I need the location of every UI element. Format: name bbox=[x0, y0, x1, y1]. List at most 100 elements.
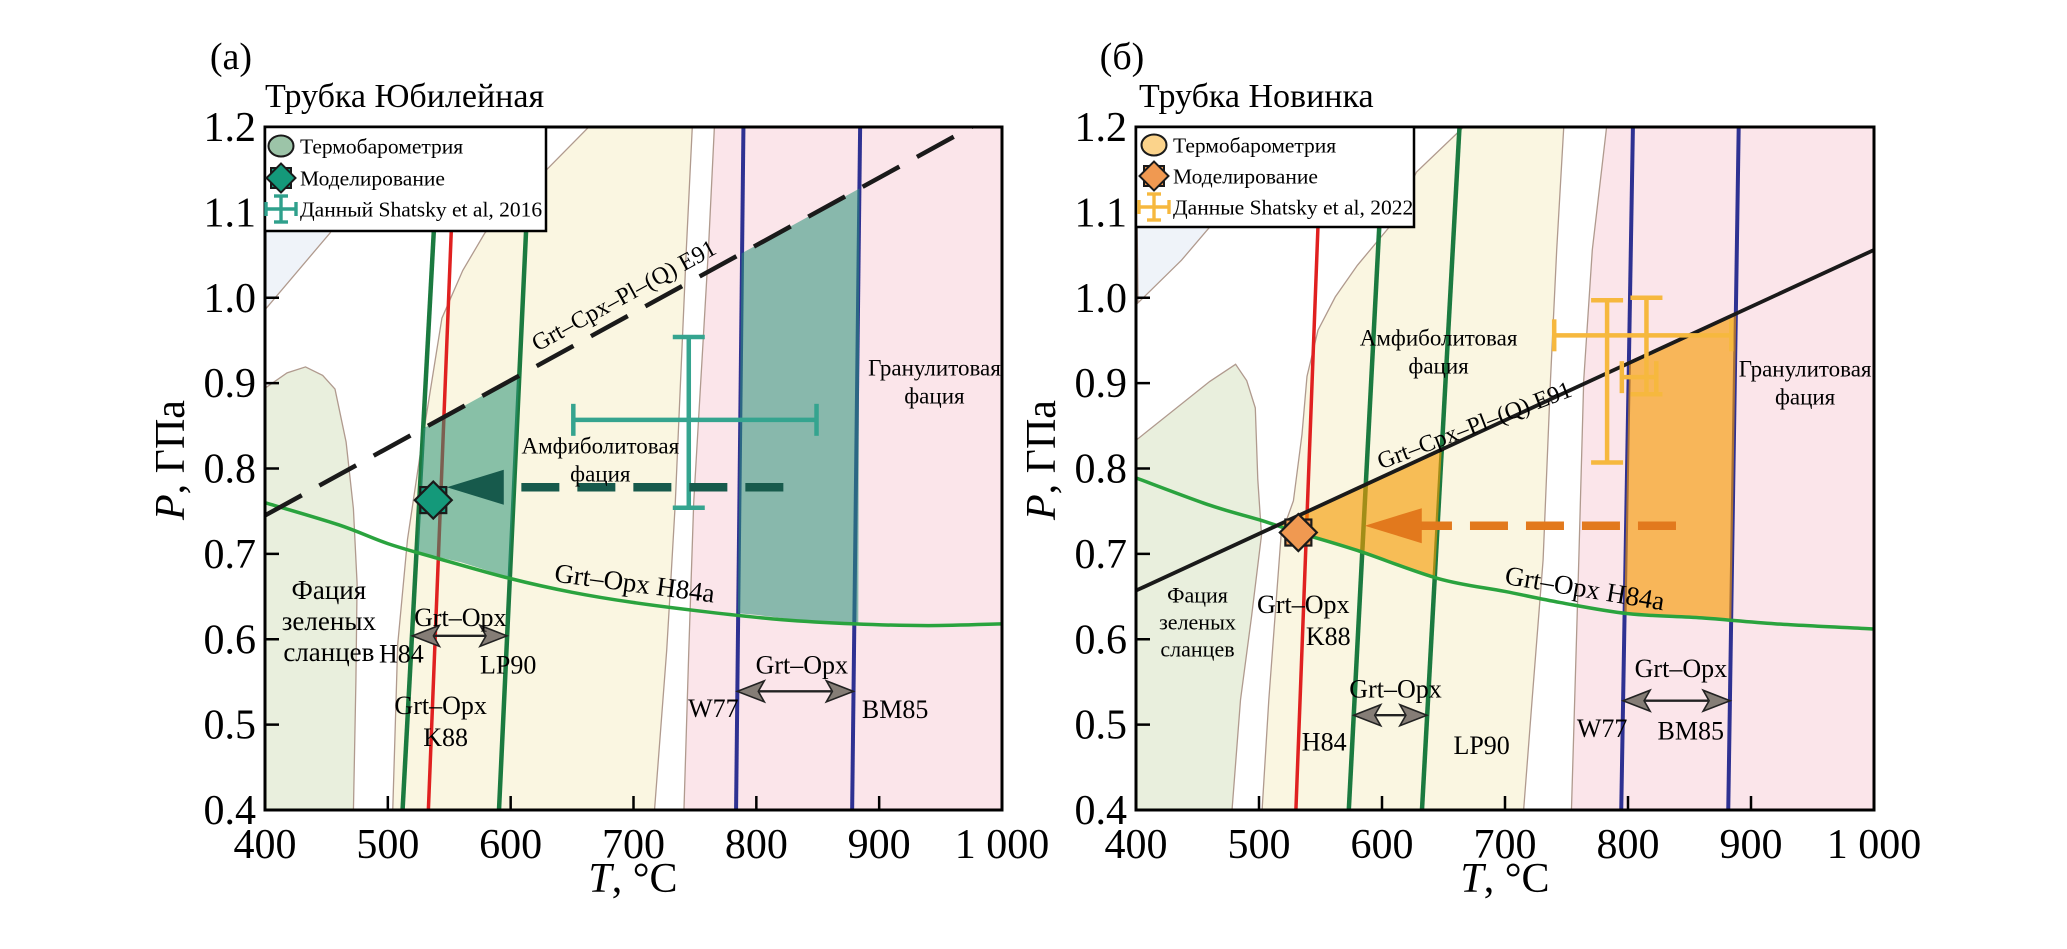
y-tick-label: 0.4 bbox=[1075, 788, 1128, 834]
range-arrow-end-label: BM85 bbox=[862, 695, 928, 724]
h84a-curve bbox=[265, 500, 1002, 628]
x-tick-label: 800 bbox=[725, 822, 788, 868]
e91-line bbox=[1136, 248, 1874, 593]
greenschist-label: сланцев bbox=[283, 637, 374, 667]
y-axis-title: P, ГПа bbox=[148, 400, 194, 521]
range-arrow-head-left bbox=[1351, 703, 1383, 728]
legend-box bbox=[263, 125, 548, 233]
error-bar bbox=[1551, 298, 1734, 465]
y-tick-label: 0.7 bbox=[1075, 532, 1128, 578]
range-arrow-head-left bbox=[410, 623, 442, 648]
x-axis-title-symbol: T bbox=[588, 856, 614, 902]
marker-diamond bbox=[413, 480, 454, 521]
x-tick-label: 1 000 bbox=[1827, 822, 1922, 868]
x-axis-title-symbol: T bbox=[1460, 856, 1486, 902]
range-arrow-end-label: H84 bbox=[379, 640, 424, 669]
range-arrow-label: Grt–Opx bbox=[756, 651, 848, 680]
y-tick-label: 0.4 bbox=[204, 788, 257, 834]
model-field-left bbox=[1278, 449, 1442, 578]
x-tick-label: 1 000 bbox=[955, 822, 1050, 868]
y-axis-title-unit: , ГПа bbox=[1019, 400, 1065, 495]
range-arrow-head-right bbox=[1398, 703, 1430, 728]
x-axis-title-unit: , °C bbox=[612, 856, 678, 902]
y-tick-label: 0.6 bbox=[204, 617, 257, 663]
thermometer-line-K88 bbox=[1294, 127, 1324, 810]
granulite-label: фация bbox=[1775, 384, 1836, 409]
error-bar bbox=[1619, 295, 1663, 397]
y-tick-label: 1.1 bbox=[1075, 190, 1128, 236]
thermometer-line-LP90 bbox=[1419, 127, 1462, 810]
range-arrow: Grt–Opx W77 BM85 bbox=[688, 651, 928, 724]
range-arrow: Grt–Opx W77 BM85 bbox=[1577, 654, 1733, 745]
y-tick-label: 0.6 bbox=[1075, 617, 1128, 663]
x-axis-title: T, °C bbox=[588, 856, 677, 902]
y-tick-label: 1.2 bbox=[1075, 105, 1128, 151]
y-tick-label: 0.5 bbox=[204, 703, 257, 749]
greenschist-label: зеленых bbox=[282, 606, 377, 636]
x-tick-label: 500 bbox=[1228, 822, 1291, 868]
legend: Термобарометрия Моделирование Данные Shats… bbox=[1134, 125, 1416, 229]
range-arrow-head-right bbox=[478, 623, 510, 648]
range-arrow-label: Grt–Opx bbox=[1635, 654, 1727, 683]
granulite-label: Гранулитовая bbox=[1739, 356, 1872, 381]
legend-item-label: Моделирование bbox=[300, 167, 445, 191]
model-arrow-head bbox=[1364, 508, 1422, 544]
model-marker bbox=[1278, 512, 1319, 553]
y-axis-title: P, ГПа bbox=[1019, 400, 1065, 521]
granulite-label: фация bbox=[904, 384, 965, 409]
k88-label: Grt–Opx bbox=[1257, 590, 1349, 619]
range-arrow-head-right bbox=[1701, 688, 1733, 713]
y-tick-label: 1.0 bbox=[204, 276, 257, 322]
error-bar bbox=[264, 194, 298, 224]
x-tick-label: 400 bbox=[1105, 822, 1168, 868]
y-tick-label: 0.9 bbox=[204, 361, 257, 407]
y-tick-label: 0.8 bbox=[1075, 447, 1128, 493]
greenschist-label: сланцев bbox=[1160, 636, 1234, 661]
amphibolite-label: Амфиболитовая bbox=[1360, 326, 1518, 351]
x-tick-label: 900 bbox=[1720, 822, 1783, 868]
e91-line bbox=[265, 127, 977, 518]
legend-item-label: Данные Shatsky et al, 2022 bbox=[1173, 196, 1413, 220]
range-arrow-end-label: LP90 bbox=[1453, 731, 1509, 760]
marker-diamond bbox=[1278, 512, 1319, 553]
panel-letter: (а) bbox=[210, 36, 252, 78]
range-arrow-end-label: W77 bbox=[1577, 714, 1628, 743]
x-tick-label: 600 bbox=[479, 822, 542, 868]
x-tick-label: 600 bbox=[1351, 822, 1414, 868]
y-tick-label: 1.2 bbox=[204, 105, 257, 151]
y-axis-title-unit: , ГПа bbox=[148, 400, 194, 495]
k88-label: K88 bbox=[1306, 622, 1351, 651]
amphibolite-label: фация bbox=[570, 461, 631, 486]
greenschist-field bbox=[1136, 363, 1263, 810]
legend-box bbox=[1134, 125, 1416, 229]
panel-title: Трубка Новинка bbox=[1139, 78, 1374, 115]
k88-label: Grt–Opx bbox=[394, 691, 486, 720]
x-tick-label: 500 bbox=[356, 822, 419, 868]
x-tick-label: 700 bbox=[1474, 822, 1537, 868]
marker-diamond bbox=[1138, 160, 1170, 192]
y-tick-label: 1.0 bbox=[1075, 276, 1128, 322]
range-arrow-end-label: BM85 bbox=[1657, 716, 1723, 745]
amphibolite-field bbox=[392, 127, 693, 810]
x-axis-title: T, °C bbox=[1460, 856, 1549, 902]
x-tick-label: 700 bbox=[602, 822, 665, 868]
y-tick-label: 0.5 bbox=[1075, 703, 1128, 749]
model-marker bbox=[1138, 160, 1170, 192]
legend-item-label: Данный Shatsky et al, 2016 bbox=[300, 198, 542, 222]
y-tick-label: 0.9 bbox=[1075, 361, 1128, 407]
panel-title: Трубка Юбилейная bbox=[265, 78, 544, 115]
error-bar bbox=[571, 334, 819, 511]
range-arrow-head-left bbox=[735, 679, 767, 704]
thermometer-line-H84 bbox=[1346, 127, 1387, 810]
x-tick-label: 400 bbox=[234, 822, 297, 868]
y-tick-label: 1.1 bbox=[204, 190, 257, 236]
y-tick-label: 0.7 bbox=[204, 532, 257, 578]
amphibolite-label: Амфиболитовая bbox=[522, 433, 680, 458]
range-arrow-label: Grt–Opx bbox=[1349, 675, 1441, 704]
model-arrow-head bbox=[446, 469, 504, 505]
